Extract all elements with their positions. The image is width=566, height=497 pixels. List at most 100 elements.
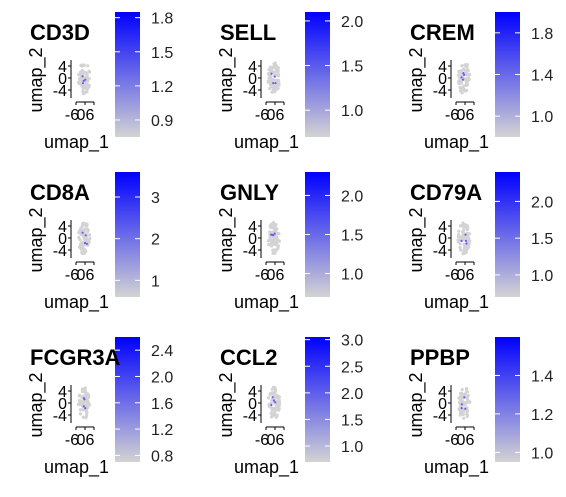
colorbar-tick-label: 2.0 [341, 188, 363, 205]
point [86, 392, 90, 396]
y-tick-label: 0 [248, 396, 257, 413]
point [461, 412, 465, 416]
point [78, 70, 83, 74]
colorbar-tick-label: 1.5 [531, 231, 553, 248]
point-expressing [464, 239, 467, 242]
x-tick-label: 6 [276, 267, 285, 284]
plot-title: GNLY [220, 180, 279, 205]
y-axis-label: umap_2 [26, 207, 47, 272]
y-tick-label: -4 [433, 408, 447, 425]
point-expressing [465, 242, 468, 245]
point [275, 83, 279, 87]
colorbar [495, 172, 520, 297]
point-expressing [83, 241, 87, 245]
point [468, 239, 472, 243]
point [271, 413, 275, 417]
point [83, 70, 87, 74]
point [458, 413, 462, 417]
point [465, 409, 469, 413]
point [273, 66, 277, 70]
point-expressing [85, 242, 88, 245]
y-tick-label: 4 [248, 384, 257, 401]
point [465, 413, 469, 417]
colorbar-tick-label: 2.0 [531, 194, 553, 211]
point [274, 64, 278, 68]
x-axis-label: umap_1 [424, 292, 489, 313]
colorbar-tick-label: 1.0 [341, 267, 363, 284]
point [464, 401, 468, 405]
x-tick-label: 6 [466, 432, 475, 449]
point [87, 395, 91, 399]
plot-title: SELL [220, 20, 276, 45]
point [464, 248, 469, 252]
y-tick-label: 4 [438, 59, 447, 76]
point [82, 247, 86, 251]
point [458, 224, 462, 228]
y-axis-label: umap_2 [406, 207, 427, 272]
point [459, 235, 463, 239]
point [273, 407, 277, 411]
point [84, 394, 88, 398]
point [462, 250, 466, 254]
colorbar-tick-label: 1.5 [151, 45, 173, 62]
x-tick-label: 0 [267, 107, 276, 124]
point [268, 86, 272, 91]
point [266, 239, 270, 243]
point-expressing [460, 407, 463, 410]
point [271, 221, 275, 225]
point [81, 240, 85, 244]
point [84, 238, 88, 242]
point [277, 398, 281, 402]
point [465, 390, 469, 394]
point [462, 392, 467, 396]
y-tick-label: -4 [53, 408, 67, 425]
point [78, 402, 82, 406]
x-tick-label: -6 [445, 432, 459, 449]
colorbar-tick-label: 2 [151, 232, 160, 249]
point [78, 393, 82, 398]
x-tick-label: 6 [466, 107, 475, 124]
x-tick-label: -6 [65, 267, 79, 284]
point [465, 68, 469, 72]
point [275, 86, 279, 90]
point [269, 238, 273, 242]
x-tick-label: 6 [276, 107, 285, 124]
point [86, 228, 90, 233]
point [275, 402, 279, 407]
point-expressing [274, 401, 277, 404]
point [272, 225, 276, 229]
x-axis-label: umap_1 [424, 457, 489, 478]
feature-plot-fcgr3a: 40-4-60 6umap_1umap_20.81.21.62.02.4FCGR3… [26, 337, 173, 478]
x-tick-label: 0 [77, 267, 86, 284]
point [272, 239, 276, 243]
y-tick-label: -4 [433, 83, 447, 100]
point [460, 400, 464, 404]
x-tick-label: -6 [255, 432, 269, 449]
y-tick-label: 0 [58, 396, 67, 413]
colorbar-tick-label: 3.0 [341, 333, 363, 350]
point [273, 70, 277, 74]
point [83, 90, 87, 95]
x-tick-label: 0 [77, 432, 86, 449]
point [81, 223, 85, 227]
y-tick-label: 4 [438, 384, 447, 401]
point [78, 242, 83, 246]
point [270, 230, 274, 234]
colorbar-tick-label: 1.5 [341, 59, 363, 76]
point [81, 415, 85, 419]
point [277, 407, 281, 411]
point [276, 394, 280, 398]
x-tick-label: 6 [86, 267, 95, 284]
x-tick-label: 6 [86, 432, 95, 449]
point-expressing [272, 82, 275, 85]
point [462, 416, 466, 420]
point-expressing [464, 233, 467, 236]
point [87, 69, 91, 73]
y-axis-label: umap_2 [216, 207, 237, 272]
y-tick-label: 4 [438, 219, 447, 236]
y-axis-label: umap_2 [216, 372, 237, 437]
point [466, 232, 470, 236]
